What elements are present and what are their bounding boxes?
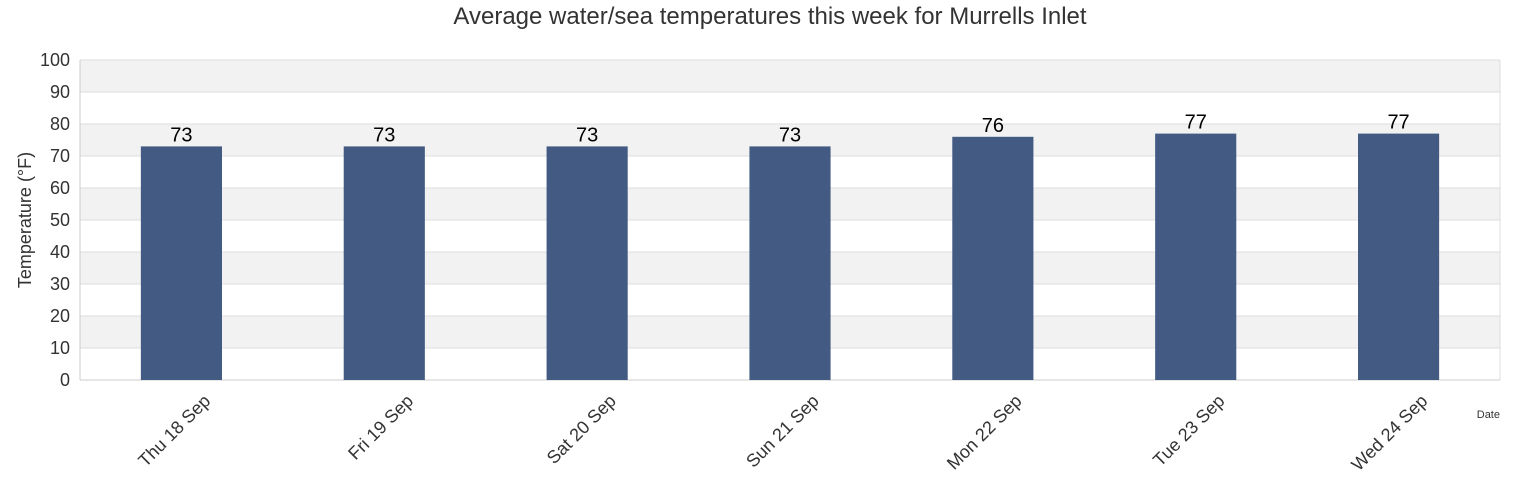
- y-tick-label: 20: [50, 306, 70, 326]
- y-tick-label: 90: [50, 82, 70, 102]
- x-tick-label: Thu 18 Sep: [134, 391, 214, 471]
- data-labels: 73 73 73 73 76 77 77: [170, 112, 1409, 147]
- y-tick-label: 70: [50, 146, 70, 166]
- data-label: 73: [373, 124, 395, 146]
- data-label: 77: [1387, 112, 1409, 134]
- y-axis-ticks: 0 10 20 30 40 50 60 70 80 90 100: [40, 50, 70, 390]
- chart-title: Average water/sea temperatures this week…: [453, 3, 1086, 30]
- y-tick-label: 60: [50, 178, 70, 198]
- bar: [546, 146, 628, 380]
- bar: [952, 136, 1034, 380]
- data-label: 73: [576, 124, 598, 146]
- data-label: 77: [1185, 112, 1207, 134]
- x-tick-label: Mon 22 Sep: [943, 391, 1026, 474]
- x-axis-title: Date: [1477, 409, 1500, 421]
- y-axis-title: Temperature (°F): [15, 152, 35, 288]
- x-tick-label: Fri 19 Sep: [344, 391, 417, 464]
- data-label: 73: [170, 124, 192, 146]
- x-tick-label: Tue 23 Sep: [1149, 391, 1228, 470]
- plot-band: [80, 60, 1500, 92]
- y-tick-label: 0: [60, 370, 70, 390]
- bar: [749, 146, 831, 380]
- x-tick-label: Sat 20 Sep: [543, 391, 620, 468]
- y-tick-label: 30: [50, 274, 70, 294]
- y-tick-label: 80: [50, 114, 70, 134]
- bar: [343, 146, 425, 380]
- bar: [1358, 133, 1440, 380]
- y-tick-label: 50: [50, 210, 70, 230]
- y-tick-label: 100: [40, 50, 70, 70]
- x-axis-ticks: Thu 18 Sep Fri 19 Sep Sat 20 Sep Sun 21 Sep…: [134, 391, 1431, 475]
- bar: [1155, 133, 1237, 380]
- bar: [140, 146, 222, 380]
- y-tick-label: 40: [50, 242, 70, 262]
- x-tick-label: Wed 24 Sep: [1347, 391, 1431, 475]
- y-tick-label: 10: [50, 338, 70, 358]
- bar-series: [140, 133, 1440, 380]
- x-tick-label: Sun 21 Sep: [742, 391, 823, 472]
- data-label: 76: [982, 115, 1004, 137]
- data-label: 73: [779, 124, 801, 146]
